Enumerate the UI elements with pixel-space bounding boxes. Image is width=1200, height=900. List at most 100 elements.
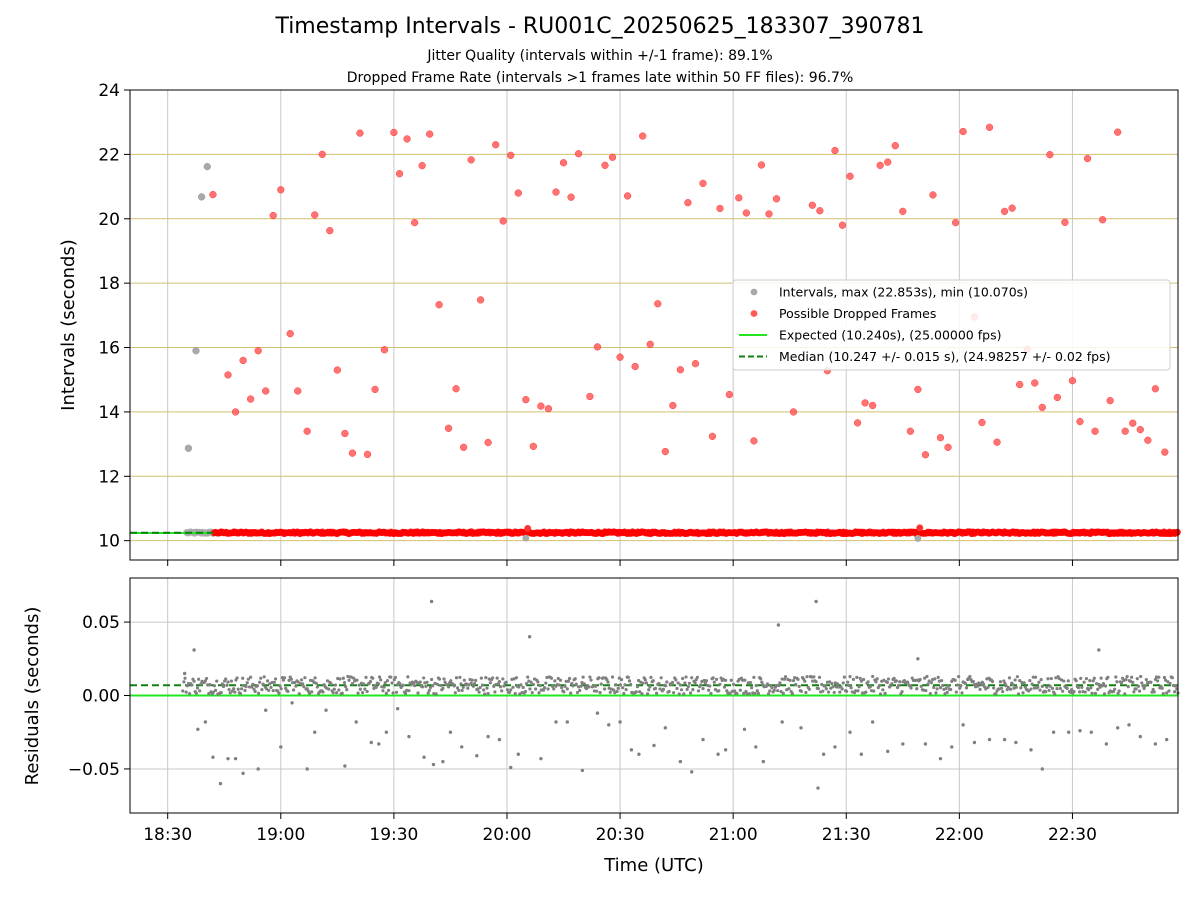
residual-baseline-point: [460, 688, 464, 693]
chart-title: Timestamp Intervals - RU001C_20250625_18…: [275, 14, 925, 39]
dropped-frame-point: [529, 442, 538, 451]
residual-point: [652, 743, 656, 748]
dropped-frame-point: [1000, 207, 1009, 216]
residual-baseline-point: [477, 690, 481, 694]
dropped-frame-point: [318, 150, 326, 159]
residual-baseline-point: [429, 677, 434, 682]
residual-baseline-point: [246, 677, 250, 681]
residual-baseline-point: [1130, 675, 1134, 679]
y-tick-label: 10: [98, 532, 120, 552]
residual-baseline-point: [387, 688, 391, 692]
residual-baseline-point: [701, 687, 705, 691]
dropped-frame-point: [669, 401, 677, 410]
dropped-frame-point: [1046, 151, 1054, 159]
dropped-frame-point: [1161, 448, 1169, 456]
residual-baseline-point: [329, 681, 333, 686]
residual-baseline-point: [667, 689, 671, 694]
residual-baseline-point: [816, 687, 820, 691]
residual-baseline-point: [713, 688, 718, 692]
residual-point: [742, 727, 747, 731]
residual-baseline-point: [936, 675, 940, 679]
residual-baseline-point: [382, 685, 386, 689]
dropped-frame-point: [750, 437, 758, 445]
residual-baseline-point: [264, 687, 269, 691]
residual-baseline-point: [1027, 689, 1031, 693]
residual-baseline-point: [302, 684, 306, 689]
residual-baseline-point: [595, 689, 599, 693]
residual-baseline-point: [338, 677, 342, 681]
residual-point: [1051, 730, 1056, 734]
x-tick-label: 21:00: [709, 825, 758, 845]
residual-baseline-point: [1028, 678, 1032, 683]
residual-baseline-point: [526, 675, 530, 679]
residual-point: [422, 755, 426, 759]
residual-baseline-point: [286, 689, 290, 694]
residual-baseline-point: [457, 688, 461, 692]
interval-point: [203, 162, 211, 171]
residual-baseline-point: [1074, 679, 1078, 683]
residual-baseline-point: [661, 687, 666, 691]
residual-point: [279, 745, 283, 749]
residual-baseline-point: [809, 675, 814, 679]
residual-baseline-point: [497, 679, 502, 684]
residual-baseline-point: [812, 675, 816, 679]
residual-baseline-point: [840, 687, 844, 691]
residual-baseline-point: [514, 676, 519, 680]
dropped-frame-point: [708, 432, 717, 441]
residual-baseline-point: [413, 683, 417, 688]
residual-baseline-point: [357, 683, 361, 687]
residual-baseline-point: [1062, 679, 1066, 683]
residual-baseline-point: [1141, 684, 1145, 688]
residual-baseline-point: [1072, 689, 1076, 694]
residual-baseline-point: [805, 675, 809, 679]
residual-baseline-point: [519, 683, 523, 687]
residual-baseline-point: [688, 691, 693, 695]
dropped-frame-point: [676, 366, 685, 374]
residual-point: [950, 745, 954, 749]
residual-point: [663, 726, 668, 730]
dropped-frame-point: [544, 405, 553, 413]
x-tick-label: 19:00: [256, 825, 305, 845]
residual-baseline-point: [342, 680, 347, 685]
residual-baseline-point: [208, 683, 212, 687]
residual-baseline-point: [1001, 690, 1005, 694]
residual-baseline-point: [1153, 677, 1157, 682]
residual-point: [384, 730, 389, 734]
residual-baseline-point: [469, 681, 473, 685]
residual-baseline-point: [791, 678, 796, 683]
residual-baseline-point: [377, 675, 382, 679]
residual-baseline-point: [776, 689, 780, 693]
residual-baseline-point: [523, 689, 528, 694]
dropped-frame-point: [371, 385, 379, 394]
residual-baseline-point: [474, 678, 478, 682]
dropped-frame-point: [944, 443, 952, 451]
residual-baseline-point: [279, 687, 283, 691]
residual-baseline-point: [560, 685, 564, 690]
residual-point: [1153, 742, 1158, 746]
residual-point: [580, 768, 585, 773]
residual-baseline-point: [1082, 680, 1086, 684]
dropped-frame-point: [341, 429, 349, 438]
residual-baseline-point: [443, 680, 447, 684]
residual-baseline-point: [1046, 677, 1050, 681]
residual-baseline-point: [699, 683, 703, 687]
residual-baseline-point: [722, 685, 727, 689]
residual-baseline-point: [707, 688, 711, 692]
residual-baseline-point: [672, 691, 676, 695]
residual-baseline-point: [772, 688, 776, 692]
residual-baseline-point: [760, 680, 764, 684]
dropped-frame-point: [311, 211, 319, 219]
residual-baseline-point: [435, 682, 439, 686]
residual-baseline-point: [385, 679, 390, 683]
y-tick-label: 12: [98, 467, 120, 487]
residual-baseline-point: [687, 681, 692, 685]
residual-baseline-point: [383, 681, 387, 685]
residual-baseline-point: [563, 684, 567, 688]
dropped-frame-point: [899, 207, 907, 216]
residual-baseline-point: [303, 676, 307, 680]
dropped-frame-point: [269, 211, 277, 220]
residual-point: [264, 708, 268, 712]
residual-baseline-point: [1011, 683, 1015, 687]
residual-baseline-point: [250, 685, 254, 689]
residual-baseline-point: [184, 690, 188, 694]
